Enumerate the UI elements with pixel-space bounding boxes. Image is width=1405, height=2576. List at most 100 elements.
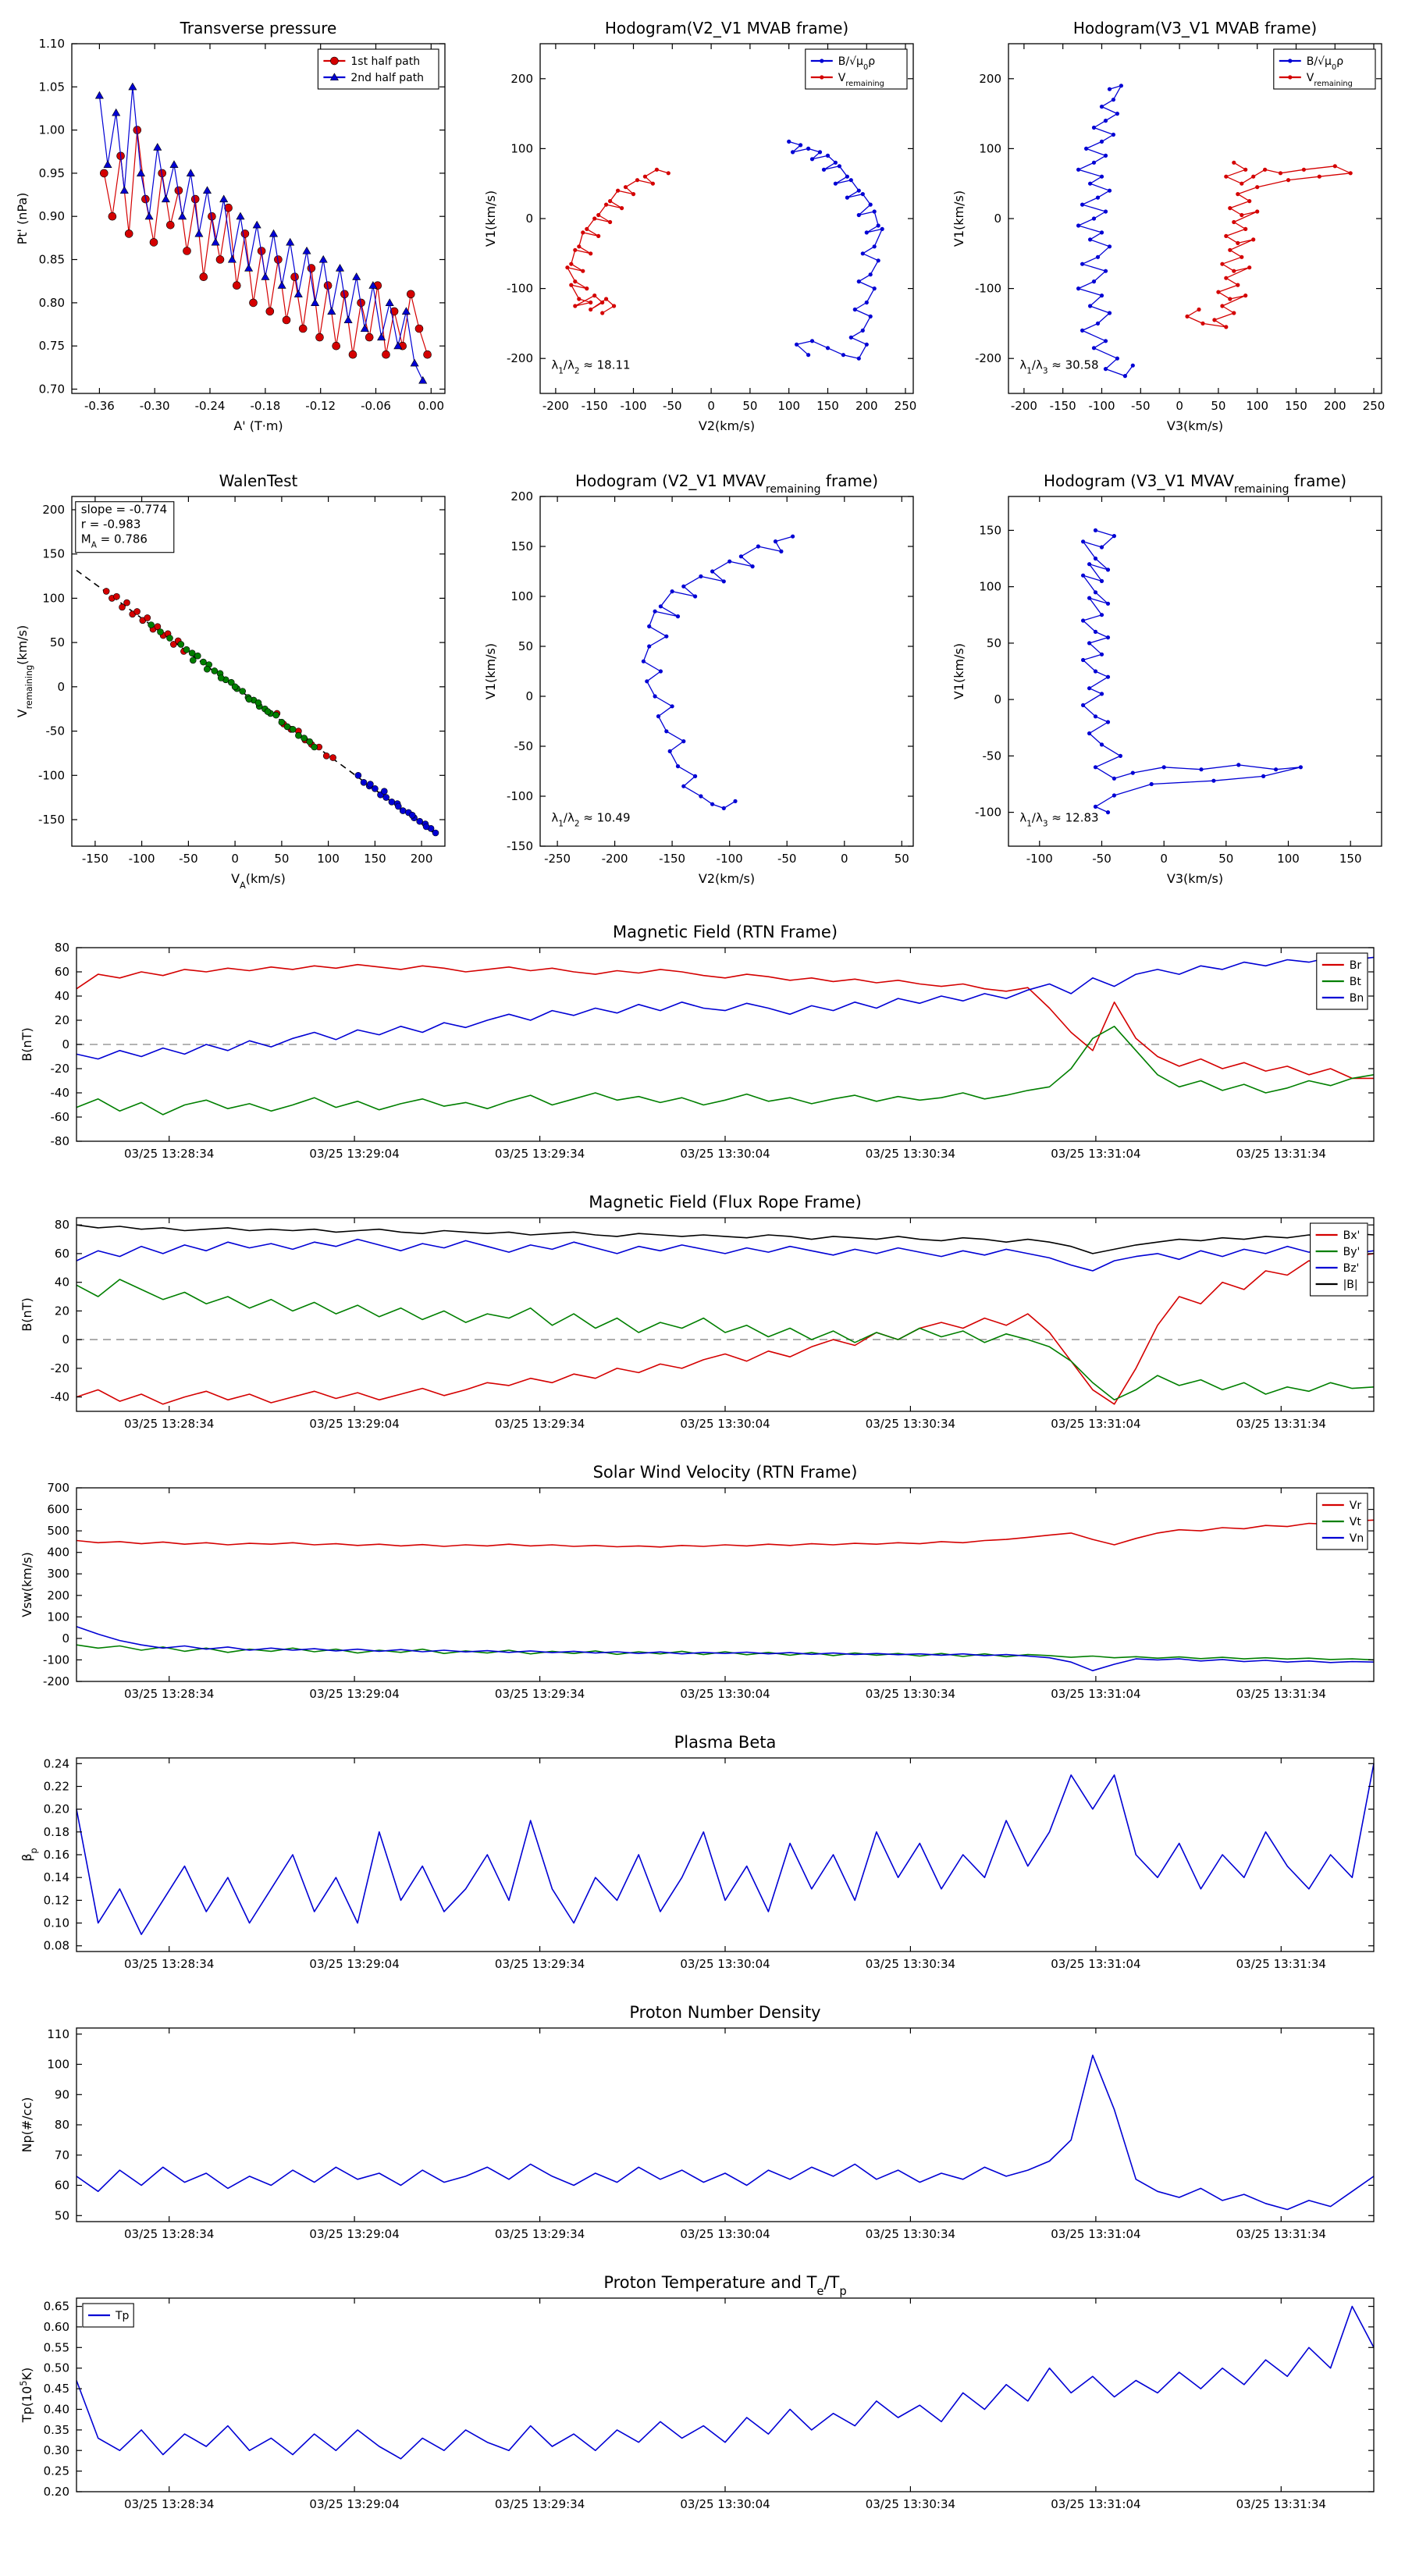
svg-text:03/25 13:31:34: 03/25 13:31:34 — [1236, 2227, 1326, 2241]
svg-text:100: 100 — [510, 141, 533, 155]
svg-text:-200: -200 — [542, 399, 569, 413]
chart-svg: 03/25 13:28:34 03/25 13:29:04 03/25 13:29:… — [20, 1463, 1375, 1701]
svg-text:-40: -40 — [51, 1390, 70, 1404]
chart-svg: -250 -200 -150 -100 -50 0 50 -150 -100 -50 0 50 100 1… — [483, 471, 914, 886]
svg-text:50: 50 — [518, 639, 533, 653]
svg-text:Hodogram (V3_V1 MVAVremaining: Hodogram (V3_V1 MVAVremaining frame) — [1044, 471, 1346, 496]
chart-proton-number-density: 03/25 13:28:34 03/25 13:29:04 03/25 13:29:… — [16, 1997, 1389, 2254]
svg-text:50: 50 — [895, 852, 909, 866]
svg-text:03/25 13:29:04: 03/25 13:29:04 — [309, 1687, 399, 1701]
svg-text:03/25 13:31:04: 03/25 13:31:04 — [1051, 1147, 1140, 1161]
svg-text:03/25 13:31:04: 03/25 13:31:04 — [1051, 2497, 1140, 2511]
svg-text:0: 0 — [62, 1332, 69, 1347]
svg-text:110: 110 — [47, 2027, 69, 2041]
svg-text:-50: -50 — [514, 739, 534, 753]
svg-text:-100: -100 — [1026, 852, 1053, 866]
svg-text:80: 80 — [55, 1218, 69, 1232]
svg-text:-0.36: -0.36 — [84, 399, 115, 413]
svg-text:60: 60 — [55, 1247, 69, 1261]
svg-text:V2(km/s): V2(km/s) — [699, 871, 755, 886]
svg-text:0: 0 — [1160, 852, 1168, 866]
svg-text:600: 600 — [47, 1503, 69, 1517]
svg-text:-150: -150 — [659, 852, 685, 866]
svg-text:03/25 13:29:04: 03/25 13:29:04 — [309, 1147, 399, 1161]
chart-svg: -200 -150 -100 -50 0 50 100 150 200 250 -200 -100 0 1… — [951, 19, 1385, 433]
svg-text:Br: Br — [1350, 959, 1362, 972]
svg-text:MA = 0.786: MA = 0.786 — [81, 532, 148, 550]
svg-text:0: 0 — [707, 399, 715, 413]
svg-text:03/25 13:31:34: 03/25 13:31:34 — [1236, 1147, 1326, 1161]
svg-text:-60: -60 — [51, 1110, 70, 1124]
chart-svg: -100 -50 0 50 100 150 -100 -50 0 50 100 150 Hodogram… — [951, 471, 1382, 886]
svg-text:0: 0 — [841, 852, 848, 866]
svg-text:0: 0 — [231, 852, 239, 866]
svg-text:Hodogram(V2_V1 MVAB frame): Hodogram(V2_V1 MVAB frame) — [605, 19, 848, 37]
svg-text:0.20: 0.20 — [44, 2485, 69, 2499]
svg-text:03/25 13:28:34: 03/25 13:28:34 — [124, 2497, 214, 2511]
svg-text:400: 400 — [47, 1546, 69, 1560]
svg-text:03/25 13:31:34: 03/25 13:31:34 — [1236, 1417, 1326, 1431]
svg-text:-100: -100 — [507, 789, 533, 803]
svg-text:03/25 13:28:34: 03/25 13:28:34 — [124, 2227, 214, 2241]
svg-text:100: 100 — [42, 591, 65, 605]
svg-text:0.55: 0.55 — [44, 2340, 69, 2354]
svg-text:0.40: 0.40 — [44, 2403, 69, 2417]
chart-svg: -0.36 -0.30 -0.24 -0.18 -0.12 -0.06 0.00 0.70 0.… — [15, 19, 446, 433]
scatter-panel-grid: -0.36 -0.30 -0.24 -0.18 -0.12 -0.06 0.00 0.70 0.… — [0, 0, 1405, 896]
svg-text:50: 50 — [1211, 399, 1225, 413]
chart-hodogram-v2v1-mvab: -200 -150 -100 -50 0 50 100 150 200 250 -200 -100 0 1… — [468, 6, 937, 443]
svg-text:-150: -150 — [82, 852, 108, 866]
chart-solar-wind-velocity: 03/25 13:28:34 03/25 13:29:04 03/25 13:29:… — [16, 1457, 1389, 1714]
svg-text:0.25: 0.25 — [44, 2464, 69, 2478]
svg-text:-250: -250 — [544, 852, 571, 866]
svg-text:03/25 13:30:04: 03/25 13:30:04 — [680, 1417, 770, 1431]
svg-text:03/25 13:29:34: 03/25 13:29:34 — [495, 1147, 585, 1161]
svg-text:Tp(105K): Tp(105K) — [19, 2368, 35, 2423]
svg-text:-200: -200 — [602, 852, 628, 866]
svg-text:300: 300 — [47, 1567, 69, 1581]
svg-text:-20: -20 — [51, 1062, 70, 1076]
chart-magnetic-field-rtn: 03/25 13:28:34 03/25 13:29:04 03/25 13:29:… — [16, 916, 1389, 1174]
svg-text:λ1/λ3 ≈ 30.58: λ1/λ3 ≈ 30.58 — [1019, 358, 1098, 376]
svg-text:150: 150 — [364, 852, 386, 866]
svg-text:0.65: 0.65 — [44, 2300, 69, 2314]
svg-text:-150: -150 — [1050, 399, 1076, 413]
chart-walen-test: -150 -100 -50 0 50 100 150 200 -150 -100 -50 0 50 100… — [0, 459, 468, 896]
svg-text:03/25 13:30:04: 03/25 13:30:04 — [680, 1687, 770, 1701]
svg-text:1.00: 1.00 — [39, 123, 65, 137]
svg-text:0.18: 0.18 — [44, 1825, 69, 1839]
svg-text:0.90: 0.90 — [39, 209, 65, 223]
svg-text:80: 80 — [55, 941, 69, 955]
svg-text:03/25 13:29:34: 03/25 13:29:34 — [495, 1957, 585, 1971]
svg-text:-150: -150 — [507, 839, 533, 853]
svg-text:-0.24: -0.24 — [195, 399, 226, 413]
svg-text:λ1/λ3 ≈ 12.83: λ1/λ3 ≈ 12.83 — [1019, 811, 1098, 829]
svg-text:03/25 13:29:34: 03/25 13:29:34 — [495, 2227, 585, 2241]
svg-text:0.35: 0.35 — [44, 2423, 69, 2437]
svg-text:-20: -20 — [51, 1361, 70, 1375]
svg-text:0.50: 0.50 — [44, 2361, 69, 2375]
svg-text:50: 50 — [1218, 852, 1233, 866]
svg-text:70: 70 — [55, 2148, 69, 2162]
svg-text:200: 200 — [510, 489, 533, 503]
svg-text:0: 0 — [62, 1037, 69, 1051]
svg-text:-0.06: -0.06 — [361, 399, 391, 413]
svg-text:0.70: 0.70 — [39, 382, 65, 397]
svg-text:03/25 13:29:34: 03/25 13:29:34 — [495, 2497, 585, 2511]
svg-text:500: 500 — [47, 1524, 69, 1538]
svg-text:0.16: 0.16 — [44, 1848, 69, 1862]
chart-svg: 03/25 13:28:34 03/25 13:29:04 03/25 13:29:… — [20, 1193, 1375, 1431]
chart-svg: -150 -100 -50 0 50 100 150 200 -150 -100 -50 0 50 100… — [15, 471, 446, 891]
svg-text:03/25 13:30:34: 03/25 13:30:34 — [866, 1147, 955, 1161]
svg-text:03/25 13:29:04: 03/25 13:29:04 — [309, 2227, 399, 2241]
svg-text:40: 40 — [55, 989, 69, 1003]
svg-text:Magnetic Field (Flux Rope Fram: Magnetic Field (Flux Rope Frame) — [589, 1193, 862, 1212]
svg-text:03/25 13:30:04: 03/25 13:30:04 — [680, 2497, 770, 2511]
svg-text:Tp: Tp — [115, 2310, 130, 2322]
svg-text:200: 200 — [979, 72, 1001, 86]
svg-text:100: 100 — [1246, 399, 1268, 413]
svg-text:150: 150 — [1339, 852, 1362, 866]
svg-text:Bx': Bx' — [1343, 1229, 1361, 1242]
svg-text:03/25 13:28:34: 03/25 13:28:34 — [124, 1687, 214, 1701]
